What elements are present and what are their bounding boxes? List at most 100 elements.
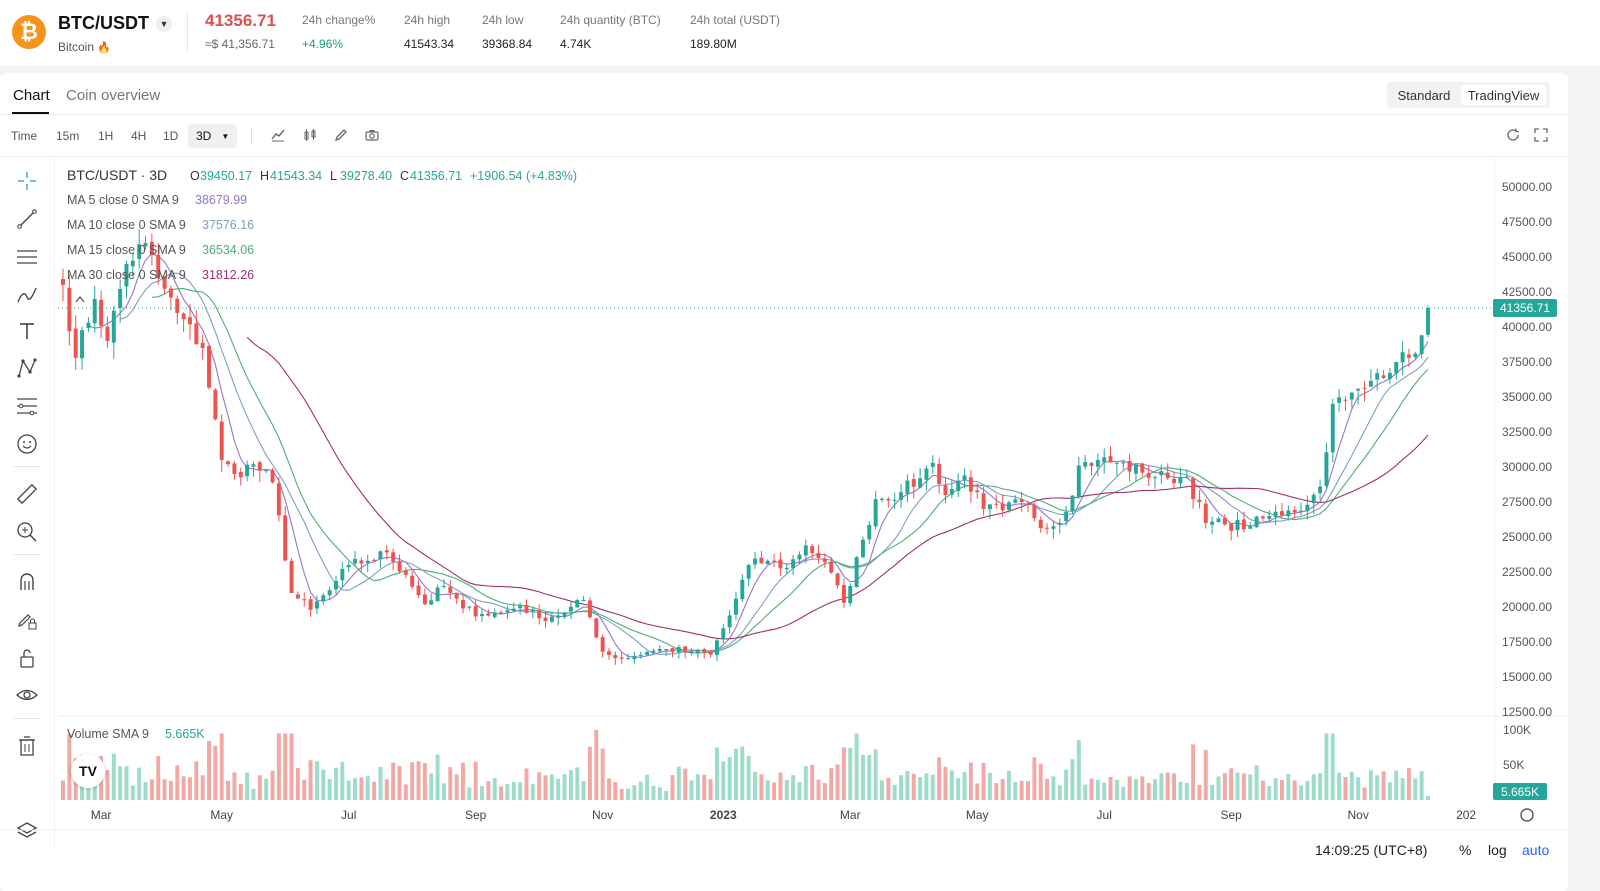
chevron-down-icon: ▼ — [221, 131, 230, 141]
candle-body — [1273, 511, 1278, 517]
pair-dropdown-icon[interactable]: ▼ — [156, 16, 172, 32]
log-toggle[interactable]: log — [1488, 842, 1507, 858]
volume-bar — [556, 778, 561, 800]
candle-body — [784, 567, 789, 570]
unlock-icon[interactable] — [14, 645, 40, 671]
volume-bar — [245, 772, 250, 800]
fullscreen-icon[interactable] — [1533, 127, 1549, 146]
volume-tick-label: 50K — [1503, 758, 1524, 772]
candle-body — [1172, 478, 1177, 484]
stat-quantity: 24h quantity (BTC) 4.74K — [560, 13, 661, 51]
stat-label: 24h change% — [302, 13, 376, 27]
header-divider — [187, 12, 188, 52]
interval-15m[interactable]: 15m — [56, 129, 80, 143]
candle-body — [657, 648, 662, 652]
interval-1h[interactable]: 1H — [98, 129, 114, 143]
volume-bar — [1375, 775, 1380, 800]
trend-line-icon[interactable] — [14, 206, 40, 232]
layers-icon[interactable] — [14, 818, 40, 844]
candle-body — [1400, 352, 1405, 363]
zoom-icon[interactable] — [14, 519, 40, 545]
candle-body — [314, 601, 319, 609]
candle-body — [530, 610, 535, 612]
volume-bar — [924, 773, 929, 800]
trash-icon[interactable] — [14, 733, 40, 759]
interval-dropdown[interactable]: 3D ▼ — [188, 124, 238, 148]
candle-body — [340, 568, 345, 581]
volume-bar — [981, 762, 986, 800]
tradingview-view-button[interactable]: TradingView — [1461, 85, 1546, 105]
volume-bar — [435, 754, 440, 800]
candle-body — [1133, 464, 1138, 474]
volume-bar — [848, 747, 853, 800]
brush-icon[interactable] — [14, 282, 40, 308]
crosshair-icon[interactable] — [14, 168, 40, 194]
volume-bar — [340, 762, 345, 800]
line-chart-icon[interactable] — [270, 127, 286, 146]
parallel-lines-icon[interactable] — [14, 244, 40, 270]
eye-icon[interactable] — [14, 682, 40, 708]
candles-icon[interactable] — [302, 127, 318, 146]
percent-toggle[interactable]: % — [1459, 842, 1472, 858]
candle-body — [207, 345, 211, 388]
volume-bar — [410, 762, 415, 800]
time-button[interactable]: Time — [11, 129, 38, 143]
ruler-icon[interactable] — [14, 481, 40, 507]
pattern-icon[interactable] — [14, 355, 40, 381]
interval-4h[interactable]: 4H — [131, 129, 147, 143]
interval-1d[interactable]: 1D — [163, 129, 179, 143]
pencil-icon[interactable] — [333, 127, 349, 146]
fib-icon[interactable] — [14, 393, 40, 419]
auto-toggle[interactable]: auto — [1522, 842, 1550, 858]
pair-selector[interactable]: BTC/USDT — [58, 13, 149, 33]
ohlc-key: L — [330, 169, 337, 183]
candle-body — [188, 317, 192, 325]
ticker-header: ₿ BTC/USDT ▼ Bitcoin 🔥 41356.71 ≈$ 41,356… — [0, 0, 1600, 66]
volume-bar — [1203, 749, 1208, 800]
tradingview-logo-icon[interactable]: TV — [71, 754, 105, 788]
candle-body — [803, 545, 808, 556]
coin-name: Bitcoin 🔥 — [58, 40, 111, 54]
candle-body — [1070, 495, 1075, 512]
magnet-icon[interactable] — [14, 569, 40, 595]
standard-view-button[interactable]: Standard — [1397, 87, 1451, 103]
volume-bar — [105, 770, 110, 800]
volume-bar — [835, 764, 840, 800]
candle-body — [1267, 516, 1272, 519]
volume-bar — [829, 768, 834, 800]
candle-body — [537, 610, 542, 619]
lock-draw-icon[interactable] — [14, 607, 40, 633]
volume-bar — [1292, 780, 1297, 800]
candle-body — [1026, 503, 1030, 506]
volume-bar — [1057, 785, 1062, 800]
volume-bar — [1083, 784, 1088, 800]
candle-body — [403, 570, 408, 575]
candle-body — [245, 464, 250, 477]
candle-body — [854, 557, 859, 588]
text-icon[interactable] — [14, 318, 40, 344]
volume-bar — [1007, 770, 1011, 800]
volume-bar — [1400, 778, 1405, 800]
candle-body — [232, 463, 237, 474]
candle-body — [746, 565, 751, 579]
candle-body — [378, 551, 383, 559]
price-tick-label: 37500.00 — [1502, 355, 1552, 369]
volume-bar — [683, 768, 688, 800]
tab-chart[interactable]: Chart — [13, 87, 50, 104]
volume-bar — [1381, 771, 1386, 800]
candle-body — [397, 561, 402, 572]
tab-coin-overview[interactable]: Coin overview — [66, 87, 161, 104]
volume-bar — [1413, 778, 1418, 800]
tools-divider — [14, 466, 40, 467]
volume-bar — [1146, 782, 1151, 800]
emoji-icon[interactable] — [14, 431, 40, 457]
candle-body — [587, 600, 592, 618]
volume-bar — [232, 772, 237, 800]
candle-body — [86, 322, 91, 328]
refresh-icon[interactable] — [1505, 127, 1521, 146]
volume-bar — [1114, 779, 1119, 800]
candle-body — [499, 612, 504, 614]
volume-bar — [1064, 769, 1069, 800]
camera-icon[interactable] — [364, 127, 380, 146]
